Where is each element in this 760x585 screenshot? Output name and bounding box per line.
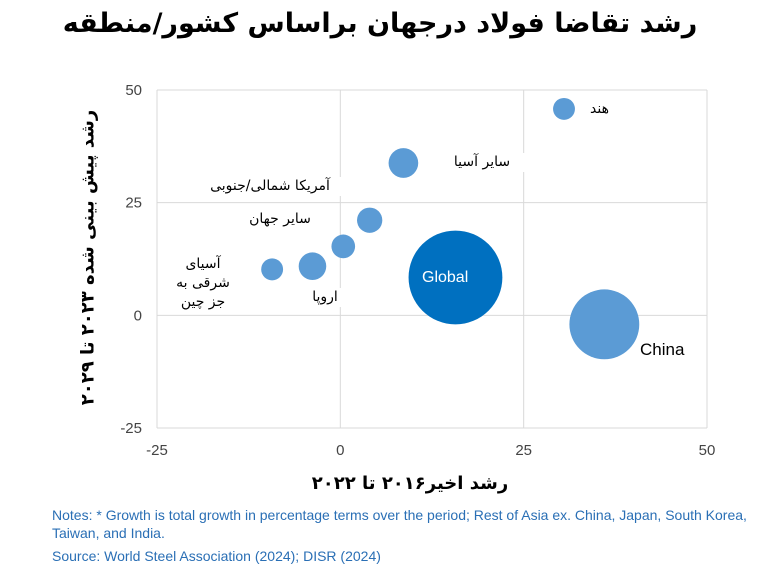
bubble bbox=[298, 252, 327, 280]
y-tick-label: 25 bbox=[125, 195, 142, 212]
y-tick-label: -25 bbox=[120, 420, 142, 437]
chart-title: رشد تقاضا فولاد درجهان براساس کشور/منطقه bbox=[62, 8, 698, 39]
bubble bbox=[357, 207, 383, 233]
label-india: هند bbox=[590, 100, 609, 119]
bubble bbox=[388, 148, 419, 178]
x-tick-label: 0 bbox=[336, 442, 344, 459]
bubble bbox=[261, 258, 284, 281]
notes: Notes: * Growth is total growth in perce… bbox=[52, 507, 747, 541]
label-global: Global bbox=[422, 269, 469, 286]
bubble bbox=[569, 289, 640, 360]
label-china: China bbox=[640, 340, 685, 359]
x-tick-label: -25 bbox=[146, 442, 168, 459]
x-axis-label: رشد اخیر۲۰۱۶ تا ۲۰۲۲ bbox=[311, 473, 509, 494]
label-rest-of-world: سایر جهان bbox=[240, 210, 320, 229]
label-rest-of-asia: سایر آسیا bbox=[432, 153, 532, 172]
bubble bbox=[408, 230, 503, 325]
label-europe: اروپا bbox=[300, 288, 350, 307]
label-americas: آمریکا شمالی/جنوبی bbox=[195, 177, 345, 196]
bubble bbox=[331, 234, 356, 259]
source: Source: World Steel Association (2024); … bbox=[52, 548, 381, 564]
label-east-asia: آسیای شرقی به جز چین bbox=[172, 255, 234, 312]
x-tick-label: 50 bbox=[699, 442, 716, 459]
bubble bbox=[553, 97, 575, 120]
x-tick-label: 25 bbox=[515, 442, 532, 459]
y-axis-label: رشد پیش بینی شده ۲۰۲۳ تا ۲۰۲۹ bbox=[77, 109, 99, 406]
y-tick-label: 0 bbox=[134, 307, 142, 324]
y-tick-label: 50 bbox=[125, 82, 142, 99]
